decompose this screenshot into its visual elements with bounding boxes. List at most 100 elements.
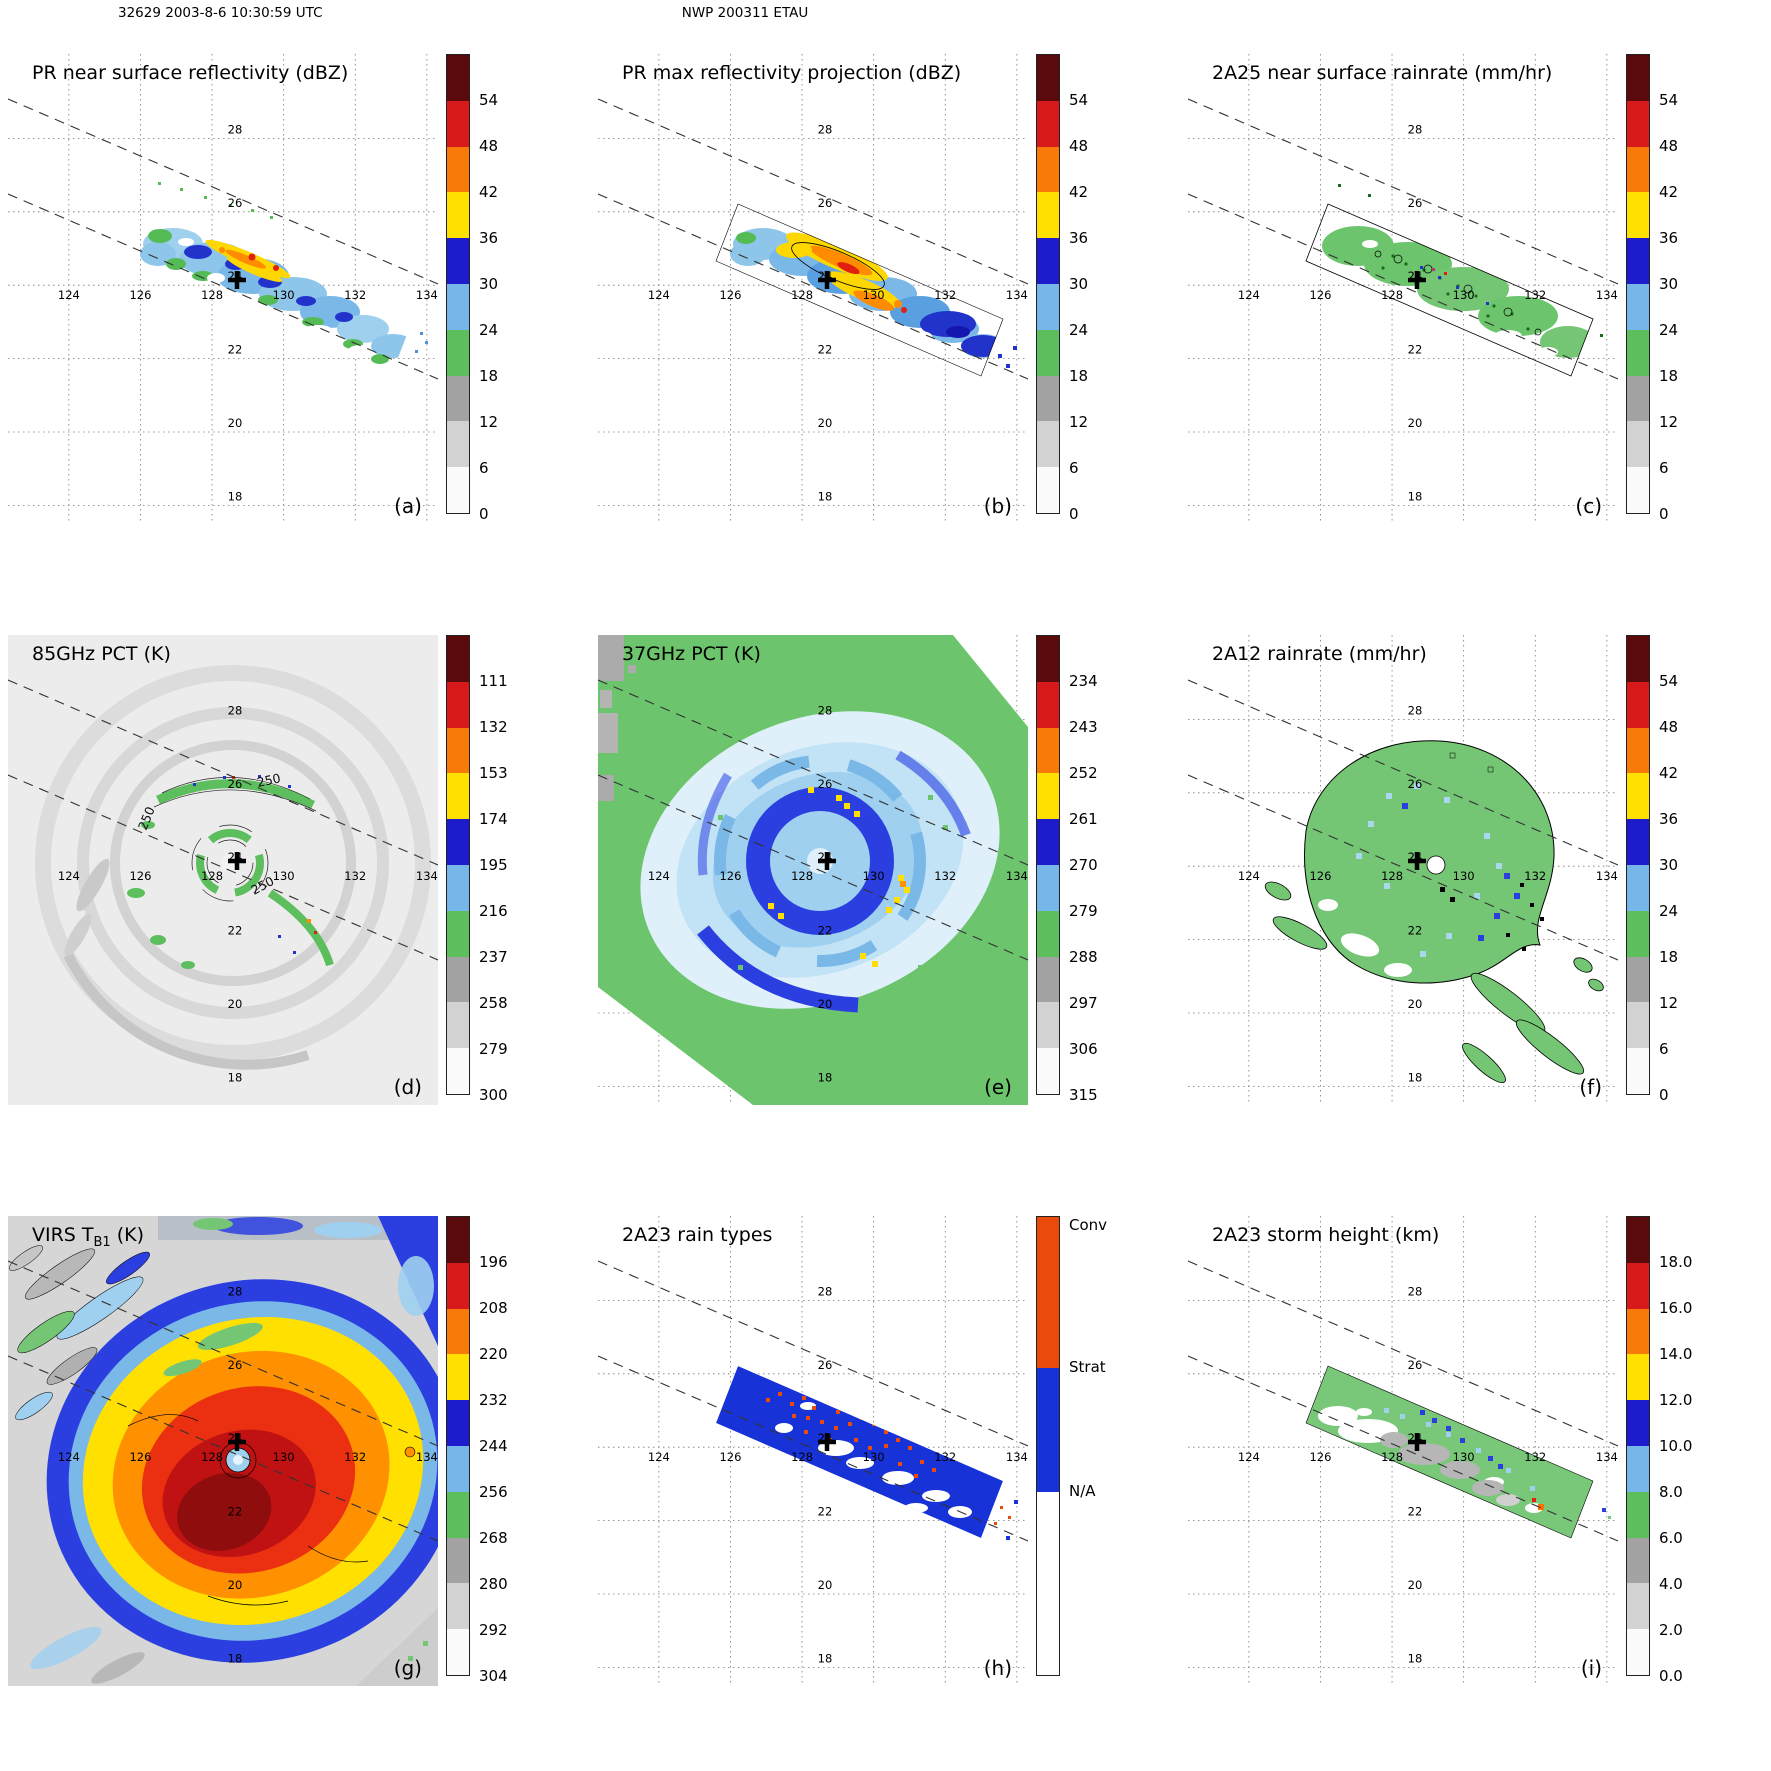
lon-tick-label: 134: [1006, 288, 1028, 302]
colorbar-tick-label: 256: [479, 1483, 508, 1501]
colorbar-segment: [447, 467, 469, 513]
colorbar-segment: [1037, 283, 1059, 330]
colorbar-tick-label: 48: [1659, 137, 1679, 155]
colorbar-tick-label: 153: [479, 764, 508, 782]
panel-letter: (b): [983, 494, 1012, 518]
colorbar-tick-label: 18: [479, 367, 499, 385]
panel-c-data: [1305, 184, 1603, 377]
lon-tick-label: 130: [1453, 869, 1475, 883]
colorbar-tick-label: 0: [1659, 1086, 1669, 1104]
lat-tick-label: 20: [1408, 1578, 1423, 1592]
colorbar-tick-label: 268: [479, 1529, 508, 1547]
lat-tick-label: 26: [1408, 777, 1423, 791]
panel-e-data: [598, 635, 1028, 1105]
colorbar-segment: [1037, 467, 1059, 513]
colorbar-segment: [447, 1048, 469, 1094]
colorbar-tick-label: 279: [1069, 902, 1098, 920]
colorbar-segment: [1037, 910, 1059, 957]
colorbar-tick-label: 292: [479, 1621, 508, 1639]
colorbar-segment: [1037, 1048, 1059, 1094]
panel-b-grid: [598, 54, 1028, 524]
colorbar-segment: [1627, 192, 1649, 239]
panel-d: 250 250 250 124 126 128 130 132 134 28 26 24 22 20…: [0, 607, 590, 1188]
colorbar-tick-label: 220: [479, 1345, 508, 1363]
raintype-label: Strat: [1069, 1358, 1106, 1377]
colorbar-segment: [1627, 1262, 1649, 1309]
colorbar-segment: [1627, 1491, 1649, 1538]
lon-tick-label: 128: [1381, 288, 1403, 302]
lon-tick-label: 132: [934, 288, 956, 302]
lat-tick-label: 28: [1408, 122, 1423, 136]
lon-tick-label: 126: [129, 869, 151, 883]
panel-title: 37GHz PCT (K): [622, 643, 761, 665]
colorbar-tick-label: 6: [1069, 459, 1079, 477]
lon-tick-label: 124: [1238, 1450, 1260, 1464]
panel-i-colorbar: 18.0 16.0 14.0 12.0 10.0 8.0 6.0 4.0 2.0 0.0: [1626, 1216, 1764, 1685]
lat-tick-label: 26: [818, 196, 833, 210]
panel-c-grid: [1188, 54, 1618, 524]
panel-h-plot: 124 126 128 130 132 134 28 26 24 22 20 18 2A23 rain…: [598, 1216, 1028, 1686]
panel-a-data: [140, 182, 428, 364]
lon-tick-label: 128: [1381, 869, 1403, 883]
colorbar-tick-label: 8.0: [1659, 1483, 1683, 1501]
panel-c-overlay: 124 126 128 130 132 134 28 26 24 22 20 18: [1188, 98, 1618, 503]
colorbar-tick-label: 280: [479, 1575, 508, 1593]
lat-tick-label: 26: [228, 196, 243, 210]
panel-a-grid: [8, 54, 438, 524]
svg-text:250: 250: [248, 873, 276, 897]
colorbar-tick-label: 0: [479, 505, 489, 523]
panel-c: 124 126 128 130 132 134 28 26 24 22 20 18 2A25 near…: [1180, 26, 1770, 607]
panel-letter: (a): [394, 494, 422, 518]
colorbar-segment: [1037, 1368, 1059, 1492]
lat-tick-label: 28: [228, 703, 243, 717]
colorbar-segment: [1037, 238, 1059, 284]
colorbar-tick-label: 0: [1069, 505, 1079, 523]
storm-center-marker: [228, 271, 246, 289]
colorbar-segment: [1037, 681, 1059, 728]
lat-tick-label: 26: [1408, 1358, 1423, 1372]
panel-title: PR max reflectivity projection (dBZ): [622, 62, 962, 84]
panel-title: VIRS TB1 (K): [32, 1224, 145, 1250]
lon-tick-label: 130: [863, 288, 885, 302]
colorbar-segment: [1627, 375, 1649, 422]
lon-tick-label: 134: [1596, 869, 1618, 883]
colorbar-segment: [1627, 636, 1649, 682]
lon-tick-label: 130: [1453, 1450, 1475, 1464]
storm-center-marker: [1408, 1433, 1426, 1451]
colorbar-tick-label: 36: [1659, 229, 1679, 247]
panel-d-grid: [8, 635, 438, 1105]
colorbar-tick-label: 48: [1069, 137, 1089, 155]
colorbar-tick-label: 42: [1659, 764, 1679, 782]
panel-f-overlay: 124 126 128 130 132 134 28 26 24 22 20 18: [1188, 679, 1618, 1084]
colorbar-segment: [1037, 192, 1059, 239]
svg-text:250: 250: [135, 804, 158, 832]
orbit-timestamp: 32629 2003-8-6 10:30:59 UTC: [118, 5, 323, 21]
panel-letter: (c): [1575, 494, 1602, 518]
lat-tick-label: 18: [1408, 1070, 1423, 1084]
raintype-label: N/A: [1069, 1481, 1096, 1500]
colorbar-tick-label: 36: [1659, 810, 1679, 828]
colorbar-tick-label: 24: [1659, 902, 1679, 920]
colorbar-segment: [447, 773, 469, 820]
panel-c-plot: 124 126 128 130 132 134 28 26 24 22 20 18 2A25 near…: [1188, 54, 1618, 524]
colorbar-segment: [447, 375, 469, 422]
lat-tick-label: 22: [228, 1505, 243, 1519]
panel-f-grid: [1188, 635, 1618, 1105]
colorbar-tick-label: 54: [1069, 91, 1089, 109]
colorbar-segment: [447, 1445, 469, 1492]
colorbar-tick-label: 18: [1069, 367, 1089, 385]
panel-e-overlay: 124 126 128 130 132 134 28 26 24 22 20 18: [598, 679, 1028, 1084]
colorbar-segment: [1627, 819, 1649, 865]
colorbar-tick-label: 208: [479, 1299, 508, 1317]
lat-tick-label: 22: [1408, 343, 1423, 357]
lat-tick-label: 28: [818, 703, 833, 717]
colorbar-segment: [447, 681, 469, 728]
colorbar-segment: [447, 1308, 469, 1355]
colorbar-tick-label: 30: [1069, 275, 1089, 293]
storm-center-marker: [818, 852, 836, 870]
colorbar-tick-label: 196: [479, 1253, 508, 1271]
lon-tick-label: 132: [1524, 288, 1546, 302]
colorbar-segment: [1627, 1048, 1649, 1094]
panel-e-plot: 124 126 128 130 132 134 28 26 24 22 20 18 37GHz PCT…: [598, 635, 1028, 1105]
